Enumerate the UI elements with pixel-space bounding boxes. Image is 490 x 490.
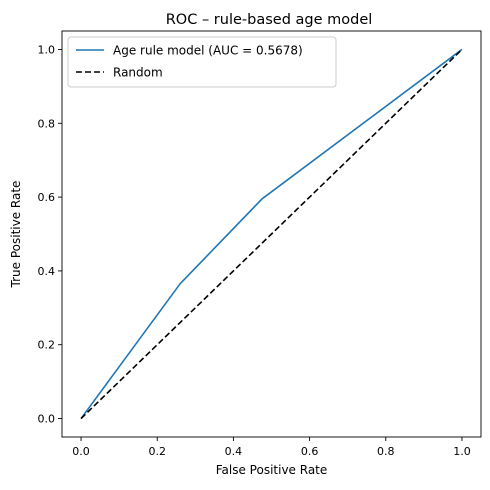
x-tick-label: 0.0 [72, 445, 90, 458]
axis-ticks: 0.0 0.2 0.4 0.6 0.8 1.0 0.0 0.2 0.4 0.6 0.8 1.0 [38, 43, 471, 458]
chart-title: ROC – rule-based age model [166, 12, 373, 28]
legend-label-age-rule-model: Age rule model (AUC = 0.5678) [113, 44, 303, 58]
x-axis-label: False Positive Rate [216, 463, 328, 477]
roc-curve-line [80, 48, 463, 420]
y-tick-label: 0.8 [38, 117, 56, 130]
legend-box [67, 36, 337, 88]
y-tick-label: 1.0 [38, 43, 56, 56]
legend: Age rule model (AUC = 0.5678) Random [67, 36, 337, 88]
x-tick-label: 0.6 [301, 445, 319, 458]
y-tick-label: 0.4 [38, 265, 56, 278]
random-baseline-line [80, 48, 463, 420]
plot-area [80, 48, 463, 420]
x-tick-label: 0.2 [148, 445, 166, 458]
y-tick-label: 0.0 [38, 413, 56, 426]
plot-frame [61, 30, 482, 438]
x-tick-label: 1.0 [453, 445, 471, 458]
x-tick-label: 0.8 [377, 445, 395, 458]
y-axis-label: True Positive Rate [9, 181, 23, 289]
y-tick-label: 0.6 [38, 191, 56, 204]
y-tick-label: 0.2 [38, 339, 56, 352]
legend-label-random: Random [113, 66, 163, 80]
x-tick-label: 0.4 [225, 445, 243, 458]
